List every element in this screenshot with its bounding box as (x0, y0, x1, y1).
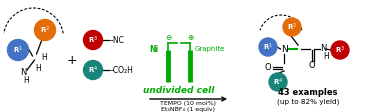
Text: Graphite: Graphite (195, 46, 225, 52)
Text: Ni: Ni (149, 44, 158, 54)
Text: –CO₂H: –CO₂H (110, 66, 133, 74)
Text: R$^3$: R$^3$ (335, 44, 345, 56)
Text: Et₄NBF₄ (1 equiv): Et₄NBF₄ (1 equiv) (161, 107, 215, 112)
Text: R$^3$: R$^3$ (88, 34, 98, 46)
Text: ⊖: ⊖ (165, 32, 171, 42)
Text: –NC: –NC (110, 36, 124, 44)
Circle shape (84, 60, 102, 80)
Text: R$^4$: R$^4$ (273, 76, 283, 88)
Text: H: H (36, 64, 41, 72)
Circle shape (34, 19, 56, 41)
Circle shape (283, 18, 301, 36)
Circle shape (84, 30, 102, 50)
Circle shape (269, 73, 287, 91)
Text: H: H (42, 53, 47, 61)
Circle shape (331, 41, 349, 59)
Text: +: + (67, 54, 77, 67)
Text: R$^2$: R$^2$ (287, 21, 297, 33)
Circle shape (259, 38, 277, 56)
Text: 43 examples: 43 examples (278, 88, 338, 97)
Text: TEMPO (10 mol%): TEMPO (10 mol%) (160, 101, 216, 106)
Text: O: O (265, 62, 271, 71)
Text: (up to 82% yield): (up to 82% yield) (277, 99, 339, 105)
Text: R$^1$: R$^1$ (263, 41, 273, 53)
Text: N: N (20, 68, 26, 76)
Text: H: H (23, 75, 29, 84)
Text: H: H (323, 52, 329, 60)
Text: N: N (320, 43, 326, 53)
Text: ⊕: ⊕ (187, 32, 193, 42)
Text: N: N (280, 44, 287, 54)
FancyArrowPatch shape (150, 97, 226, 101)
Text: undivided cell: undivided cell (143, 85, 215, 95)
Circle shape (8, 40, 28, 60)
Text: R$^2$: R$^2$ (40, 24, 50, 36)
Text: R$^4$: R$^4$ (88, 64, 98, 76)
Text: O: O (309, 60, 315, 70)
Text: R$^1$: R$^1$ (13, 44, 23, 56)
